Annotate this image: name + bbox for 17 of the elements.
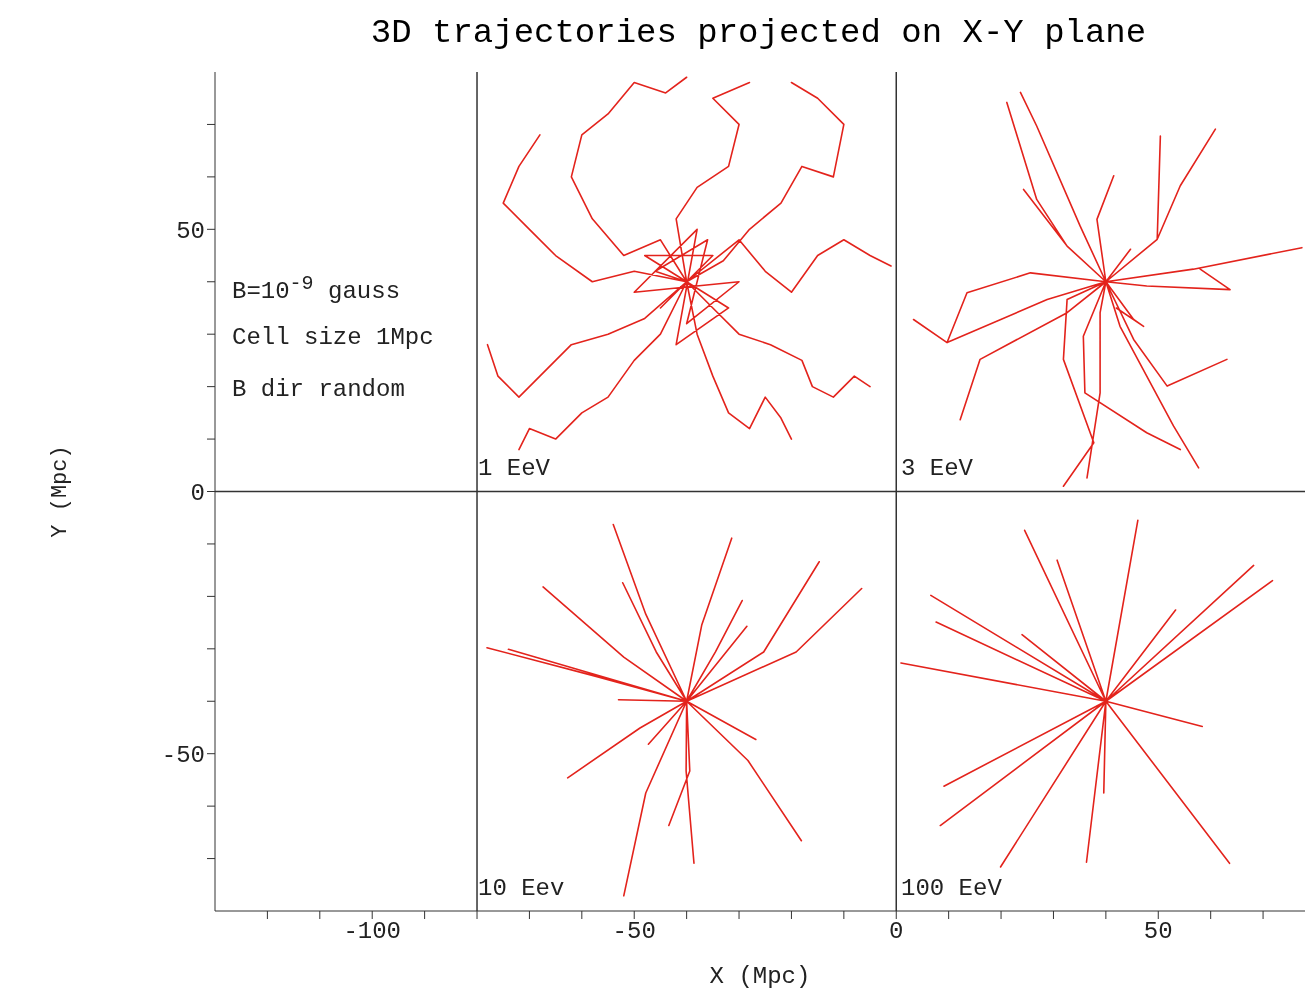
y-tick-label: 0 [190, 480, 205, 508]
annotation: Cell size 1Mpc [232, 324, 434, 352]
x-axis-title: X (Mpc) [709, 963, 811, 990]
annotation: 1 EeV [478, 455, 551, 483]
chart-title: 3D trajectories projected on X-Y plane [369, 13, 1148, 54]
annotation: 10 Eev [478, 875, 565, 903]
x-tick-label: 50 [1143, 918, 1173, 946]
y-tick-label: 50 [176, 217, 205, 245]
y-axis-title: Y (Mpc) [47, 445, 73, 538]
annotation: 3 EeV [901, 455, 974, 483]
x-tick-label: -100 [343, 918, 402, 946]
annotation: 100 EeV [901, 875, 1002, 903]
x-tick-label: 0 [889, 918, 904, 946]
y-tick-label: -50 [161, 742, 205, 770]
annotation: B dir random [232, 376, 405, 404]
x-tick-label: -50 [612, 918, 656, 946]
annotation: B=10$^{-9}$ gauss [232, 271, 401, 306]
